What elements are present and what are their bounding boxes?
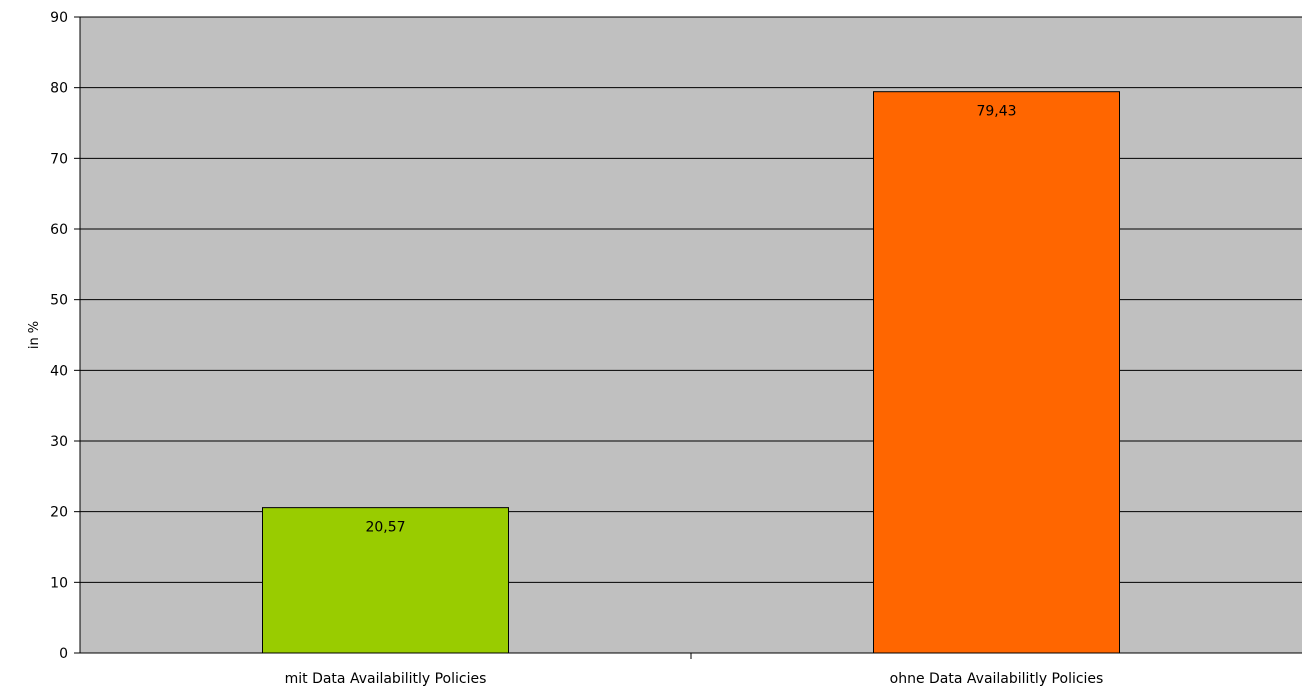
data-labels: 20,57 79,43 [365,104,1016,536]
bars [262,91,1120,654]
y-tick-label: 10 [50,575,68,591]
y-tick-label: 50 [50,293,68,309]
data-label: 20,57 [365,520,405,536]
y-tick-label: 40 [50,363,68,379]
x-axis-labels: mit Data Availabilitly Policies ohne Data… [285,653,1104,687]
y-tick-label: 90 [50,10,68,26]
x-category-label: ohne Data Availabilitly Policies [890,671,1104,687]
y-tick-label: 80 [50,81,68,97]
y-axis-label: in % [27,321,42,349]
y-tick-label: 0 [59,646,68,662]
y-tick-label: 30 [50,434,68,450]
bar [873,91,1120,654]
data-label: 79,43 [976,104,1016,120]
y-tick-label: 70 [50,151,68,167]
y-tick-label: 60 [50,222,68,238]
y-axis-ticks: 0 10 20 30 40 50 60 70 80 90 [50,10,80,662]
bar [262,507,509,654]
x-category-label: mit Data Availabilitly Policies [285,671,487,687]
y-tick-label: 20 [50,505,68,521]
